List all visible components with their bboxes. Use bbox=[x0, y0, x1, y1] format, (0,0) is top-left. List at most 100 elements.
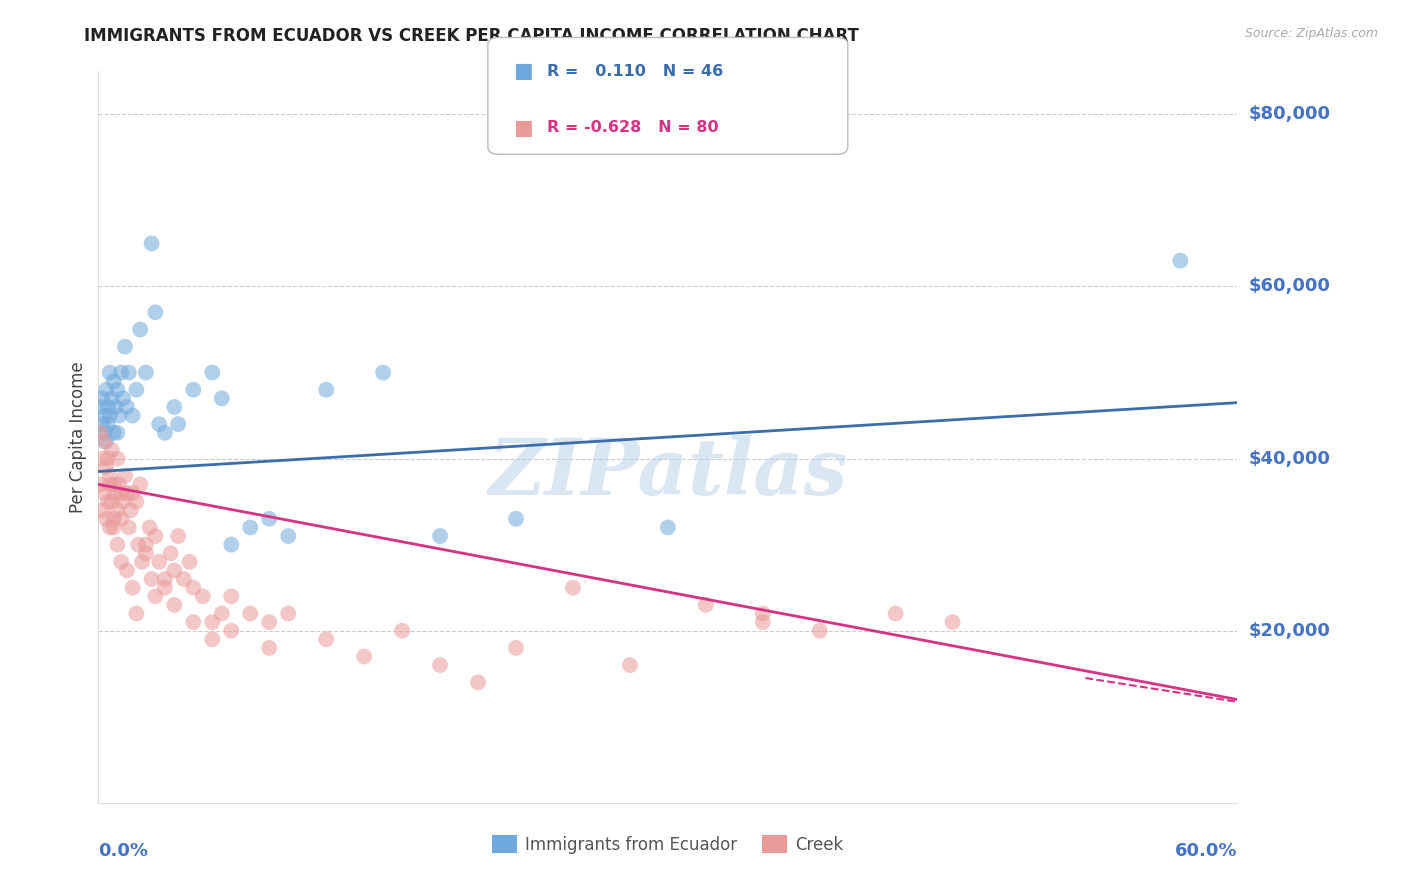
Point bbox=[163, 598, 186, 612]
Point bbox=[239, 520, 262, 534]
Point bbox=[121, 486, 143, 500]
Point bbox=[107, 425, 129, 440]
Point bbox=[173, 572, 195, 586]
Point bbox=[429, 658, 451, 673]
Text: R =   0.110   N = 46: R = 0.110 N = 46 bbox=[547, 64, 723, 78]
Point bbox=[315, 632, 337, 647]
Point bbox=[115, 486, 138, 500]
Point bbox=[100, 494, 122, 508]
Point bbox=[259, 512, 281, 526]
Point bbox=[183, 581, 205, 595]
Point bbox=[91, 392, 114, 406]
Point bbox=[808, 624, 831, 638]
Point bbox=[125, 494, 148, 508]
Point bbox=[221, 624, 243, 638]
Point bbox=[315, 383, 337, 397]
Point bbox=[98, 477, 121, 491]
Point bbox=[135, 538, 157, 552]
Point bbox=[93, 425, 115, 440]
Point bbox=[153, 581, 176, 595]
Point bbox=[211, 607, 233, 621]
Point bbox=[98, 520, 121, 534]
Point bbox=[201, 366, 224, 380]
Text: 0.0%: 0.0% bbox=[98, 842, 149, 860]
Point bbox=[239, 607, 262, 621]
Point bbox=[97, 451, 120, 466]
Point bbox=[112, 494, 135, 508]
Point bbox=[93, 486, 115, 500]
Point bbox=[100, 442, 122, 457]
Point bbox=[163, 400, 186, 414]
Point bbox=[179, 555, 201, 569]
Point bbox=[201, 632, 224, 647]
Point bbox=[191, 589, 214, 603]
Point bbox=[103, 477, 125, 491]
Point bbox=[115, 400, 138, 414]
Text: $60,000: $60,000 bbox=[1249, 277, 1330, 295]
Text: 60.0%: 60.0% bbox=[1175, 842, 1237, 860]
Point bbox=[110, 555, 132, 569]
Point bbox=[97, 417, 120, 432]
Point bbox=[159, 546, 181, 560]
Point bbox=[110, 512, 132, 526]
Point bbox=[148, 417, 170, 432]
Point bbox=[145, 529, 167, 543]
Point bbox=[145, 305, 167, 319]
Point bbox=[129, 477, 152, 491]
Point bbox=[277, 529, 299, 543]
Point bbox=[103, 520, 125, 534]
Point bbox=[103, 374, 125, 388]
Point bbox=[153, 572, 176, 586]
Point bbox=[118, 520, 141, 534]
Point bbox=[107, 383, 129, 397]
Point bbox=[884, 607, 907, 621]
Text: IMMIGRANTS FROM ECUADOR VS CREEK PER CAPITA INCOME CORRELATION CHART: IMMIGRANTS FROM ECUADOR VS CREEK PER CAP… bbox=[84, 27, 859, 45]
Point bbox=[167, 417, 190, 432]
Point bbox=[93, 434, 115, 449]
Point bbox=[657, 520, 679, 534]
Point bbox=[89, 400, 111, 414]
Text: ZIPatlas: ZIPatlas bbox=[488, 435, 848, 512]
Point bbox=[353, 649, 375, 664]
Text: $80,000: $80,000 bbox=[1249, 105, 1330, 123]
Point bbox=[91, 503, 114, 517]
Legend: Immigrants from Ecuador, Creek: Immigrants from Ecuador, Creek bbox=[485, 829, 851, 860]
Text: $20,000: $20,000 bbox=[1249, 622, 1330, 640]
Point bbox=[118, 366, 141, 380]
Point bbox=[1170, 253, 1192, 268]
Point bbox=[112, 392, 135, 406]
Point bbox=[221, 538, 243, 552]
Point bbox=[91, 417, 114, 432]
Point bbox=[104, 486, 127, 500]
Point bbox=[89, 425, 111, 440]
Point bbox=[562, 581, 585, 595]
Point bbox=[98, 468, 121, 483]
Text: $40,000: $40,000 bbox=[1249, 450, 1330, 467]
Point bbox=[100, 392, 122, 406]
Point bbox=[94, 383, 117, 397]
Point bbox=[108, 477, 131, 491]
Point bbox=[97, 400, 120, 414]
Point bbox=[135, 546, 157, 560]
Point bbox=[127, 538, 149, 552]
Point bbox=[942, 615, 965, 629]
Point bbox=[695, 598, 717, 612]
Text: ■: ■ bbox=[513, 118, 533, 137]
Point bbox=[371, 366, 394, 380]
Point bbox=[391, 624, 413, 638]
Point bbox=[108, 409, 131, 423]
Point bbox=[91, 451, 114, 466]
Point bbox=[131, 555, 153, 569]
Point bbox=[104, 400, 127, 414]
Point bbox=[98, 366, 121, 380]
Point bbox=[183, 615, 205, 629]
Point bbox=[103, 512, 125, 526]
Point bbox=[103, 425, 125, 440]
Point bbox=[94, 512, 117, 526]
Point bbox=[153, 425, 176, 440]
Point bbox=[125, 607, 148, 621]
Point bbox=[97, 494, 120, 508]
Point bbox=[211, 392, 233, 406]
Point bbox=[167, 529, 190, 543]
Point bbox=[163, 564, 186, 578]
